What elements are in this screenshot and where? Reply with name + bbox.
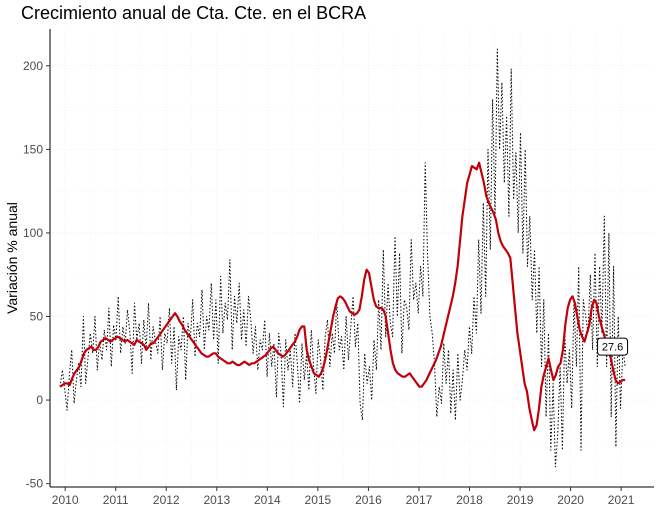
y-tick-label: 50 xyxy=(30,310,44,324)
x-tick-label: 2016 xyxy=(355,493,382,507)
y-tick-label: 200 xyxy=(23,59,43,73)
y-tick-label: 0 xyxy=(36,393,43,407)
grid-minor xyxy=(50,29,654,487)
x-tick-label: 2018 xyxy=(456,493,483,507)
x-tick-label: 2011 xyxy=(103,493,129,507)
y-tick-label: -50 xyxy=(26,477,44,491)
x-tick-label: 2021 xyxy=(608,493,635,507)
x-tick-label: 2014 xyxy=(254,493,281,507)
x-tick-label: 2015 xyxy=(305,493,332,507)
x-tick-label: 2012 xyxy=(153,493,180,507)
annotation-label: 27.6 xyxy=(602,342,623,354)
x-tick-label: 2019 xyxy=(507,493,534,507)
axes-layer: -50 0 50 100 150 200 2010 2011 2012 2013 2014 2015 2… xyxy=(23,29,654,507)
annotation-layer: 27.6 xyxy=(597,337,629,356)
grid-major xyxy=(50,29,654,487)
y-tick-label: 100 xyxy=(23,226,43,240)
series-layer xyxy=(59,48,626,468)
x-tick-label: 2013 xyxy=(203,493,230,507)
y-tick-label: 150 xyxy=(23,142,43,156)
x-tick-label: 2020 xyxy=(557,493,584,507)
series-line-trend xyxy=(59,161,626,432)
series-line-daily xyxy=(59,48,626,468)
x-tick-label: 2017 xyxy=(406,493,433,507)
chart-title: Crecimiento anual de Cta. Cte. en el BCR… xyxy=(21,3,367,23)
annotation-box xyxy=(597,337,629,356)
y-axis-title: Variación % anual xyxy=(4,202,20,314)
x-tick-label: 2010 xyxy=(52,493,79,507)
